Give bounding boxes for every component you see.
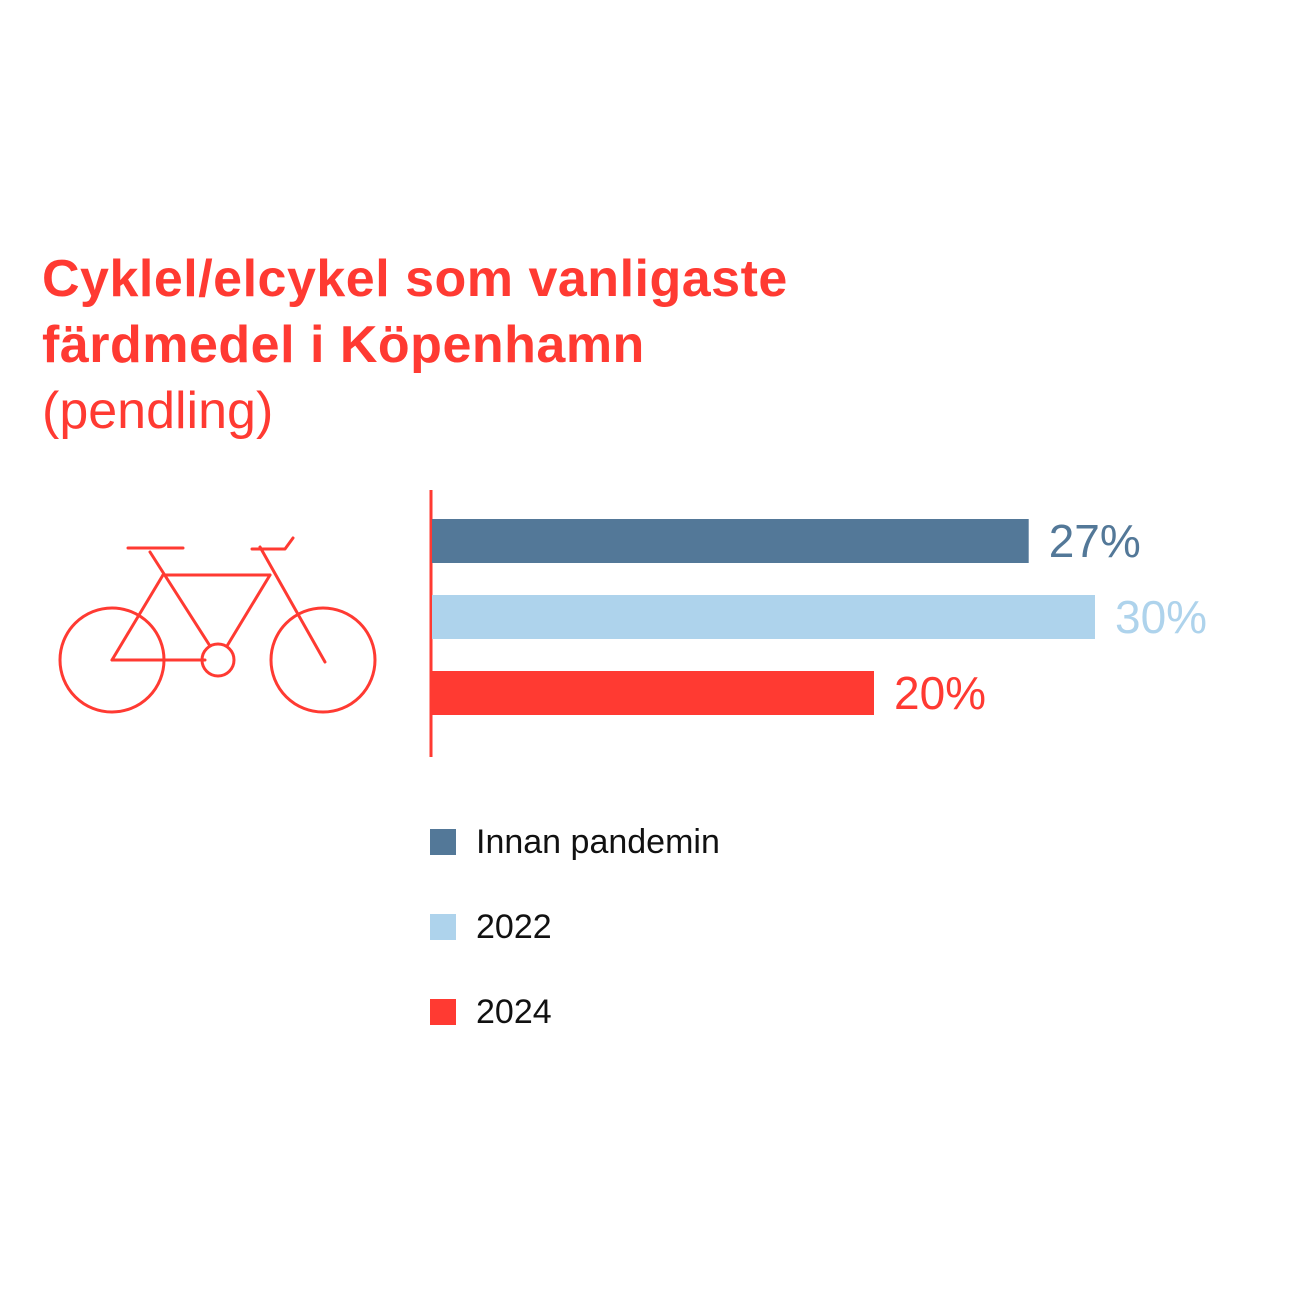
legend-swatch xyxy=(430,829,456,855)
bar-2 xyxy=(432,595,1095,639)
legend-item: Innan pandemin xyxy=(430,822,720,862)
legend-swatch xyxy=(430,999,456,1025)
bar-1 xyxy=(432,519,1029,563)
legend-item: 2024 xyxy=(430,992,552,1032)
bar-3 xyxy=(432,671,874,715)
chart-title: Cyklel/elcykel som vanligaste färdmedel … xyxy=(42,246,1242,444)
title-line-3: (pendling) xyxy=(42,382,274,440)
title-line-1: Cyklel/elcykel som vanligaste xyxy=(42,250,788,308)
bar-chart: 27% 30% 20% xyxy=(429,490,1207,757)
legend-label: 2022 xyxy=(476,907,552,946)
legend-item: 2022 xyxy=(430,907,552,947)
bar-value-label: 27% xyxy=(1049,515,1141,567)
title-line-2: färdmedel i Köpenhamn xyxy=(42,316,645,374)
legend-label: 2024 xyxy=(476,992,552,1031)
bar-value-label: 30% xyxy=(1115,591,1207,643)
bars-group: 27% 30% 20% xyxy=(432,515,1207,719)
legend-swatch xyxy=(430,914,456,940)
bar-value-label: 20% xyxy=(894,667,986,719)
bicycle-icon xyxy=(58,536,377,714)
legend-label: Innan pandemin xyxy=(476,822,720,861)
